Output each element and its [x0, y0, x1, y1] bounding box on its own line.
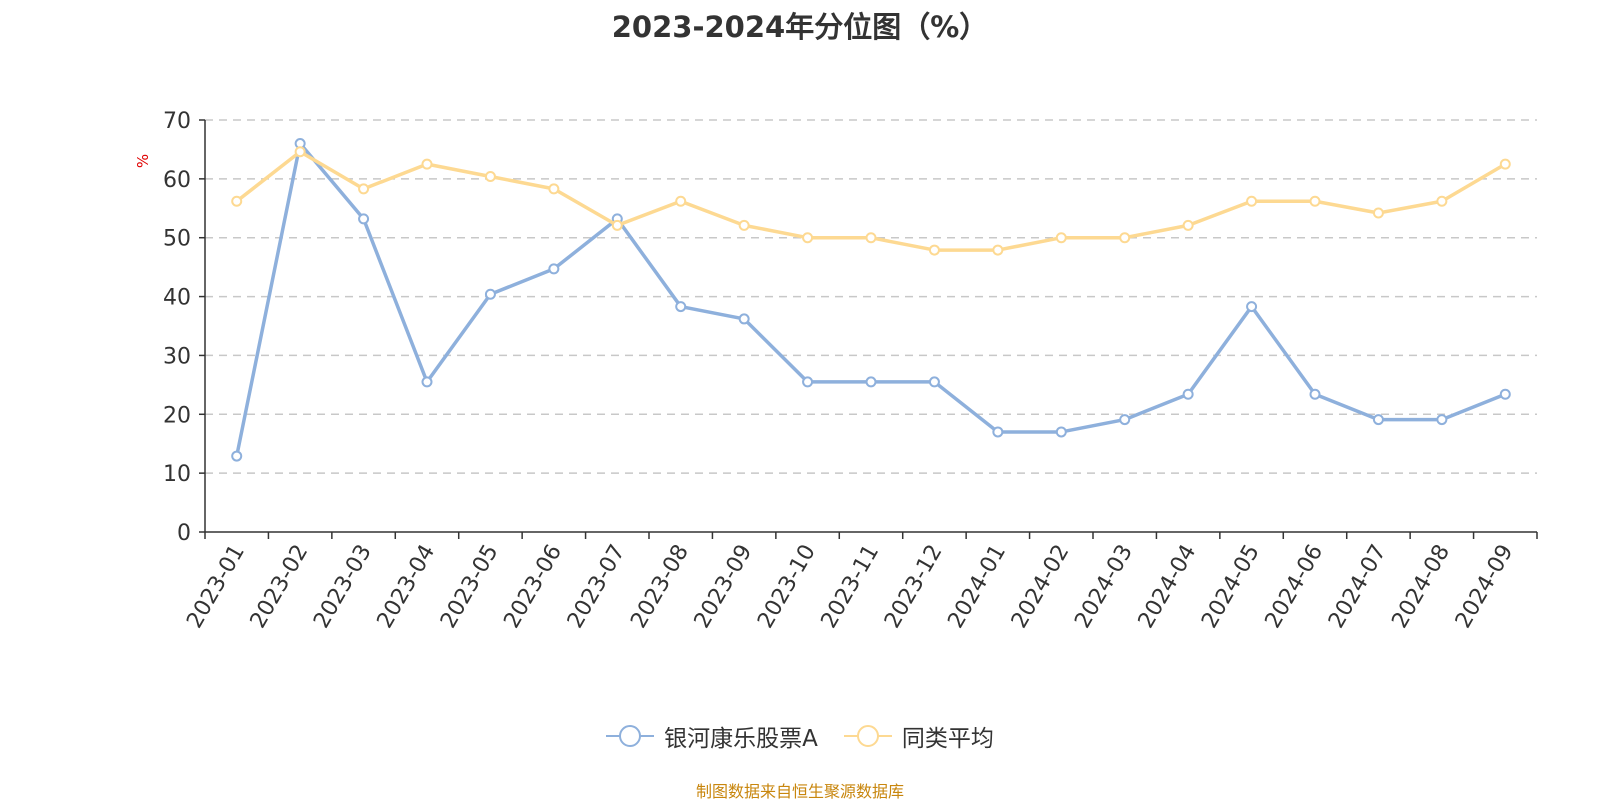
x-tick-label: 2024-02 [1007, 541, 1075, 633]
data-point-series-2 [738, 219, 750, 231]
x-tick-label: 2023-12 [880, 541, 948, 633]
data-point-series-1 [421, 376, 433, 388]
legend-item-series-1[interactable]: 银河康乐股票A [606, 719, 818, 753]
x-tick-label: 2024-09 [1451, 541, 1519, 633]
x-tick-label: 2023-10 [753, 541, 821, 633]
legend: 银河康乐股票A 同类平均 [0, 719, 1600, 753]
data-point-series-2 [548, 183, 560, 195]
data-point-series-2 [675, 195, 687, 207]
x-tick-label: 2023-08 [626, 541, 694, 633]
data-point-series-1 [548, 263, 560, 275]
data-point-series-1 [1499, 388, 1511, 400]
y-tick-label: 50 [163, 227, 191, 252]
x-tick-label: 2024-01 [943, 541, 1011, 633]
x-tick-label: 2023-05 [436, 541, 504, 633]
y-axis-label: % [134, 154, 152, 168]
x-tick-label: 2023-09 [690, 541, 758, 633]
data-point-series-2 [421, 158, 433, 170]
data-point-series-1 [738, 313, 750, 325]
data-point-series-2 [1182, 219, 1194, 231]
axes: 010203040506070%2023-012023-022023-03202… [134, 109, 1538, 633]
x-tick-label: 2023-06 [499, 541, 567, 633]
y-tick-label: 40 [163, 286, 191, 311]
data-point-series-1 [1246, 301, 1258, 313]
legend-item-series-2[interactable]: 同类平均 [843, 719, 994, 753]
data-point-series-2 [1372, 207, 1384, 219]
x-tick-label: 2024-06 [1261, 541, 1329, 633]
data-point-series-2 [992, 244, 1004, 256]
x-tick-label: 2023-01 [182, 541, 250, 633]
y-tick-label: 0 [177, 521, 191, 546]
y-tick-label: 10 [163, 462, 191, 487]
data-point-series-2 [1499, 158, 1511, 170]
data-point-series-2 [1119, 232, 1131, 244]
data-point-series-2 [802, 232, 814, 244]
y-tick-label: 60 [163, 168, 191, 193]
data-point-series-2 [294, 146, 306, 158]
data-point-series-1 [1055, 426, 1067, 438]
data-point-series-1 [1182, 388, 1194, 400]
data-point-series-1 [992, 426, 1004, 438]
data-point-series-1 [928, 376, 940, 388]
legend-label: 同类平均 [901, 726, 994, 752]
data-point-series-2 [928, 244, 940, 256]
x-tick-label: 2024-05 [1197, 541, 1265, 633]
data-point-series-2 [611, 219, 623, 231]
series-lines [231, 138, 1511, 462]
data-point-series-1 [802, 376, 814, 388]
data-point-series-2 [1436, 195, 1448, 207]
legend-line-circle-icon [606, 725, 655, 747]
data-point-series-2 [358, 183, 370, 195]
x-tick-label: 2023-11 [817, 541, 885, 633]
x-tick-label: 2024-03 [1070, 541, 1138, 633]
data-point-series-1 [1436, 414, 1448, 426]
x-tick-label: 2024-08 [1387, 541, 1455, 633]
x-tick-label: 2023-04 [373, 541, 441, 633]
data-point-series-2 [1309, 195, 1321, 207]
data-point-series-1 [231, 450, 243, 462]
data-point-series-2 [484, 171, 496, 183]
data-point-series-1 [865, 376, 877, 388]
x-tick-label: 2023-07 [563, 541, 631, 633]
data-point-series-1 [1309, 388, 1321, 400]
data-point-series-2 [865, 232, 877, 244]
x-tick-label: 2023-02 [246, 541, 314, 633]
chart-title: 2023-2024年分位图（%） [611, 10, 989, 44]
source-note: 制图数据来自恒生聚源数据库 [695, 782, 904, 801]
x-tick-label: 2024-07 [1324, 541, 1392, 633]
series-line-1 [234, 141, 1506, 457]
data-point-series-1 [675, 301, 687, 313]
x-tick-label: 2024-04 [1134, 541, 1202, 633]
y-tick-label: 20 [163, 403, 191, 428]
data-point-series-2 [1246, 195, 1258, 207]
y-tick-label: 30 [163, 344, 191, 369]
x-tick-label: 2023-03 [309, 541, 377, 633]
legend-line-circle-icon [843, 725, 892, 747]
y-tick-label: 70 [163, 109, 191, 134]
data-point-series-1 [358, 213, 370, 225]
data-point-series-2 [231, 195, 243, 207]
data-point-series-1 [1119, 414, 1131, 426]
data-point-series-1 [484, 288, 496, 300]
data-point-series-2 [1055, 232, 1067, 244]
data-point-series-1 [1372, 414, 1384, 426]
legend-label: 银河康乐股票A [664, 726, 818, 752]
